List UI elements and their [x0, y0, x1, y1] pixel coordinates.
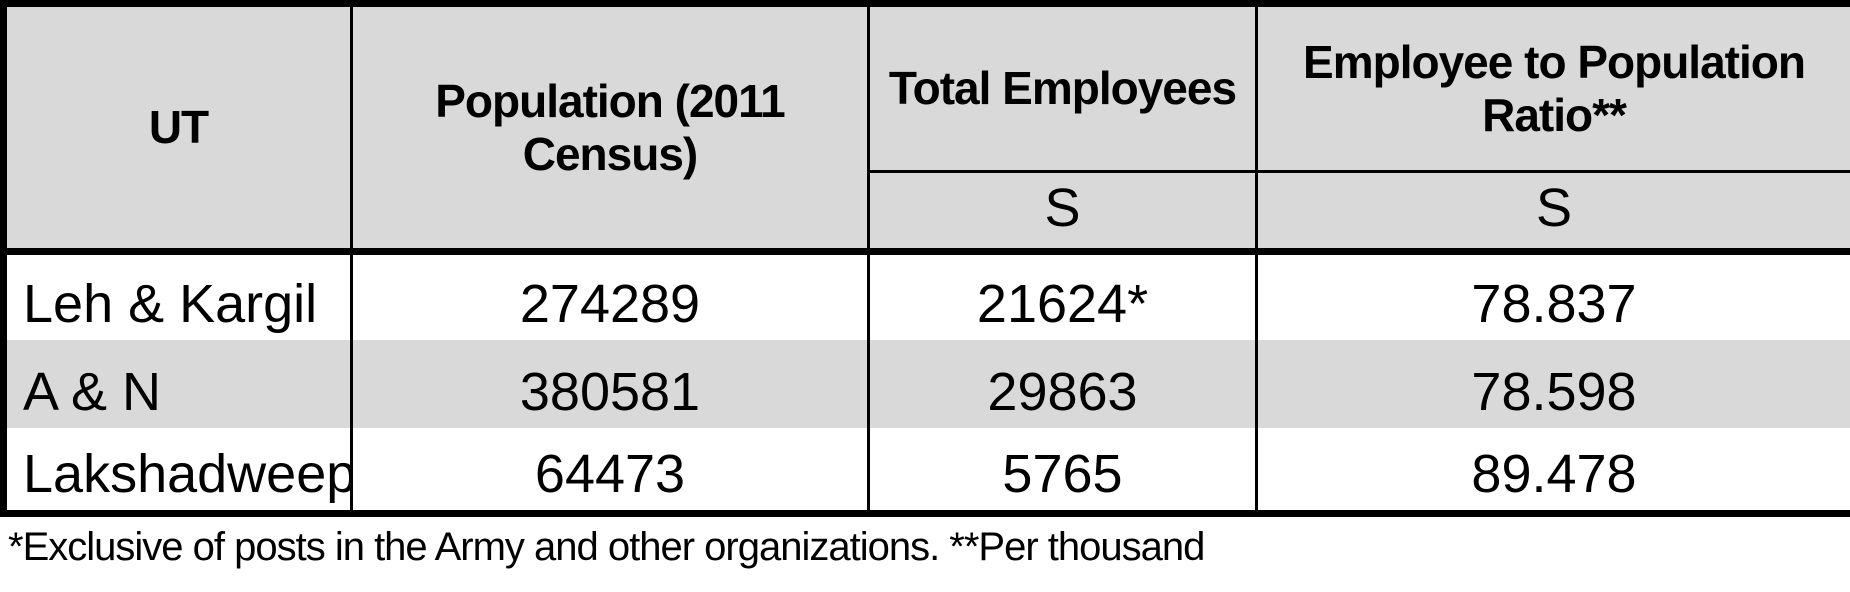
cell-ut: Leh & Kargil [2, 251, 353, 340]
cell-ut: A & N [2, 339, 353, 428]
cell-population: 64473 [350, 427, 870, 514]
header-total-employees: Total Employees [867, 3, 1258, 173]
cell-ut: Lakshadweep [2, 427, 353, 514]
cell-ratio: 78.837 [1255, 251, 1850, 340]
cell-ratio: 78.598 [1255, 339, 1850, 428]
table-row-a-n: A & N 380581 29863 78.598 [2, 339, 1850, 428]
cell-population: 380581 [350, 339, 870, 428]
header-row-main: UT Population (2011 Census) Total Employ… [2, 3, 1850, 255]
table-footnote: *Exclusive of posts in the Army and othe… [8, 525, 1205, 569]
cell-population: 274289 [350, 251, 870, 340]
cell-ratio: 89.478 [1255, 427, 1850, 514]
subheader-total-employees-s: S [867, 171, 1258, 255]
table-row-leh-kargil: Leh & Kargil 274289 21624* 78.837 [2, 251, 1850, 340]
header-employee-to-population-ratio: Employee to Population Ratio** [1255, 3, 1850, 173]
cell-total-employees: 21624* [867, 251, 1258, 340]
header-row-sub: S S [4, 171, 1850, 255]
header-ut: UT [2, 3, 353, 255]
subheader-ratio-s: S [1255, 171, 1850, 255]
header-population: Population (2011 Census) [350, 3, 870, 255]
cell-total-employees: 29863 [867, 339, 1258, 428]
table-row-lakshadweep: Lakshadweep 64473 5765 89.478 [2, 427, 1850, 514]
cell-total-employees: 5765 [867, 427, 1258, 514]
ut-employees-table: UT Population (2011 Census) Total Employ… [0, 0, 1850, 517]
